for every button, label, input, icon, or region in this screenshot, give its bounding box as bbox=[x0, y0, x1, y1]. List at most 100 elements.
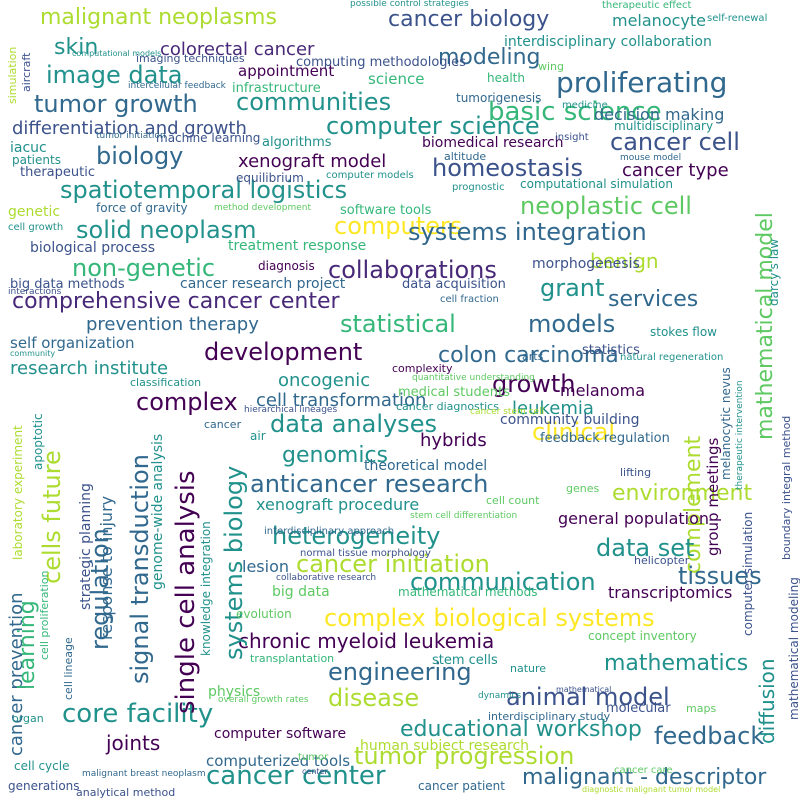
word: diagnosis bbox=[258, 259, 315, 273]
word: medicine bbox=[562, 100, 608, 111]
word: stokes flow bbox=[650, 325, 717, 339]
word: educational workshop bbox=[400, 717, 642, 742]
word: general population bbox=[558, 509, 709, 528]
word: complex biological systems bbox=[324, 604, 655, 632]
word: physics bbox=[208, 684, 260, 700]
word: neoplastic cell bbox=[520, 192, 692, 220]
word: arts bbox=[522, 350, 544, 363]
word: cancer diagnostics bbox=[396, 400, 499, 413]
word: maps bbox=[686, 702, 716, 715]
word: differentiation and growth bbox=[12, 118, 247, 139]
word: concept inventory bbox=[588, 629, 697, 643]
word: interdisciplinary approach bbox=[264, 526, 394, 537]
word: computational simulation bbox=[520, 177, 673, 191]
word: hybrids bbox=[420, 430, 487, 451]
word: xenograft procedure bbox=[256, 495, 419, 514]
word: cancer research project bbox=[180, 276, 346, 292]
word: cell transformation bbox=[256, 390, 426, 411]
word: therapeutic effect bbox=[602, 0, 692, 11]
word: diagnostic malignant tumor model bbox=[582, 785, 720, 794]
word: melanoma bbox=[560, 381, 645, 400]
word: single cell analysis bbox=[171, 470, 201, 714]
word: melanocyte bbox=[612, 11, 706, 30]
word: colorectal cancer bbox=[160, 39, 315, 60]
word: development bbox=[204, 338, 362, 366]
word: statistics bbox=[582, 343, 640, 358]
word: method development bbox=[214, 203, 311, 213]
word: big data bbox=[272, 584, 330, 600]
word: cancer prevention bbox=[6, 592, 27, 756]
word: cell lineage bbox=[62, 637, 75, 700]
word: malignant neoplasms bbox=[40, 5, 277, 30]
word: disease bbox=[328, 684, 419, 712]
word: force of gravity bbox=[96, 201, 188, 215]
word: computational models bbox=[72, 49, 161, 58]
word: anticancer research bbox=[250, 470, 488, 498]
word: health bbox=[487, 71, 525, 85]
word: biomedical research bbox=[422, 135, 564, 151]
word: regulation bbox=[86, 528, 114, 650]
word: colon carcinoma bbox=[438, 343, 619, 368]
word: algorithms bbox=[262, 135, 332, 150]
word: classification bbox=[130, 376, 201, 389]
word: altitude bbox=[444, 150, 486, 163]
word: mathematical methods bbox=[398, 585, 538, 599]
word: tumor initiation bbox=[96, 131, 166, 141]
word: computer software bbox=[214, 726, 346, 742]
word: darcy's law bbox=[767, 239, 781, 306]
word: systems integration bbox=[408, 218, 647, 246]
word: big data methods bbox=[10, 277, 125, 292]
word: basic science bbox=[488, 97, 662, 127]
word: signal transduction bbox=[126, 454, 154, 684]
word: generations bbox=[8, 779, 80, 793]
word: solid neoplasm bbox=[76, 216, 257, 244]
word: medical students bbox=[398, 385, 510, 400]
word: prevention therapy bbox=[86, 314, 259, 335]
word: analytical method bbox=[76, 786, 175, 799]
word: biological process bbox=[30, 240, 155, 256]
word: cells future bbox=[38, 450, 66, 584]
word: nature bbox=[510, 662, 546, 675]
word: stem cells bbox=[432, 653, 498, 668]
word: cancer center bbox=[206, 761, 386, 791]
word: human subject research bbox=[360, 738, 529, 754]
word: decision making bbox=[594, 105, 724, 124]
word: genomics bbox=[282, 443, 388, 468]
word: possible control strategies bbox=[350, 0, 469, 9]
word: mathematics bbox=[604, 651, 748, 676]
word: clinical bbox=[532, 418, 615, 446]
word: morphogenesis bbox=[532, 256, 640, 272]
word: spatiotemporal logistics bbox=[60, 176, 347, 204]
word: communities bbox=[236, 88, 391, 116]
word: animal model bbox=[506, 683, 670, 711]
word: response to injury bbox=[97, 496, 116, 640]
word: insight bbox=[555, 132, 589, 143]
word: theoretical model bbox=[364, 458, 487, 474]
word: cell proliferation bbox=[38, 570, 51, 660]
word: xenograft model bbox=[238, 151, 386, 172]
word: equilibrium bbox=[236, 171, 304, 185]
word: computer models bbox=[326, 170, 414, 181]
word: tumorigenesis bbox=[456, 91, 541, 105]
word: appointment bbox=[238, 62, 334, 80]
word: computer simulation bbox=[741, 512, 755, 636]
word: tumor bbox=[298, 752, 329, 763]
word: organ bbox=[12, 712, 44, 725]
word: hierarchical lineages bbox=[244, 405, 337, 415]
word: leukemia bbox=[512, 398, 594, 419]
word: comprehensive cancer center bbox=[12, 289, 341, 314]
word: cancer bbox=[204, 418, 242, 431]
word: simulation bbox=[6, 47, 19, 104]
word: tumor growth bbox=[34, 90, 198, 118]
word: complement bbox=[681, 435, 706, 574]
word: computer science bbox=[326, 112, 540, 140]
word: data acquisition bbox=[402, 277, 506, 292]
word: systems biology bbox=[220, 466, 248, 660]
word: air bbox=[250, 429, 266, 443]
word: cancer biology bbox=[388, 7, 549, 32]
word: diffusion bbox=[755, 658, 779, 744]
word: heterogeneity bbox=[272, 522, 440, 550]
word: imaging techniques bbox=[136, 52, 245, 65]
word: molecular bbox=[606, 701, 671, 716]
